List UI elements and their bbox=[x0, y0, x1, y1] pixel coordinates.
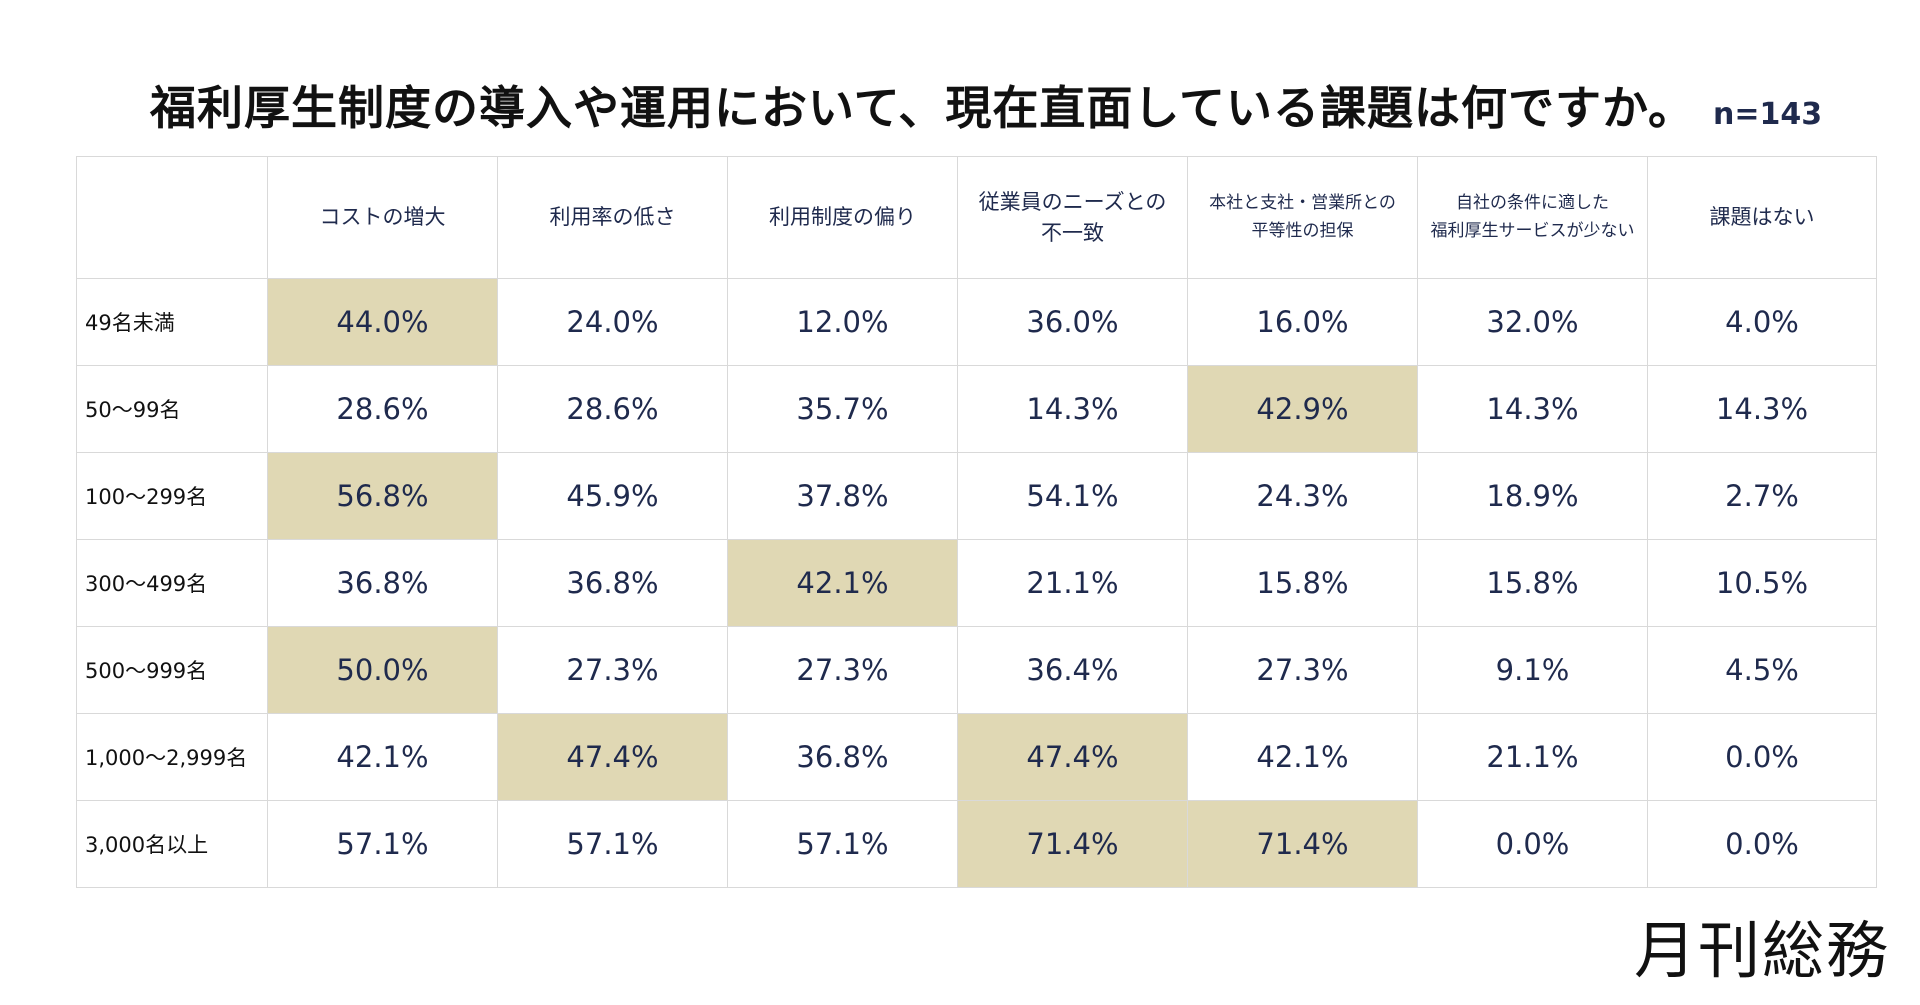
column-header: 利用率の低さ bbox=[497, 156, 728, 279]
value-cell: 28.6% bbox=[267, 365, 498, 453]
value-cell: 32.0% bbox=[1417, 278, 1648, 366]
table-row: 49名未満 44.0% 24.0% 12.0% 36.0% 16.0% 32.0% 4.0% bbox=[76, 278, 1877, 366]
publication-logo: 月刊総務 bbox=[1633, 914, 1890, 987]
value-cell: 21.1% bbox=[1417, 713, 1648, 801]
column-header: 利用制度の偏り bbox=[727, 156, 958, 279]
value-cell: 36.8% bbox=[267, 539, 498, 627]
column-header-line: 課題はない bbox=[1709, 205, 1815, 230]
column-header: 従業員のニーズとの 不一致 bbox=[957, 156, 1188, 279]
chart-title-row: 福利厚生制度の導入や運用において、現在直面している課題は何ですか。 n=143 bbox=[150, 72, 1850, 136]
row-label: 500～999名 bbox=[76, 626, 268, 714]
table-row: 3,000名以上 57.1% 57.1% 57.1% 71.4% 71.4% 0.0% 0.0… bbox=[76, 800, 1877, 888]
column-header-line: 福利厚生サービスが少ない bbox=[1430, 220, 1635, 241]
column-header-line: 本社と支社・営業所との bbox=[1209, 193, 1396, 214]
column-header: 自社の条件に適した 福利厚生サービスが少ない bbox=[1417, 156, 1648, 279]
value-cell: 47.4% bbox=[957, 713, 1188, 801]
table-row: 300～499名 36.8% 36.8% 42.1% 21.1% 15.8% 15.8% 10… bbox=[76, 539, 1877, 627]
corner-cell bbox=[76, 156, 268, 279]
value-cell: 42.1% bbox=[1187, 713, 1418, 801]
value-cell: 0.0% bbox=[1417, 800, 1648, 888]
value-cell: 0.0% bbox=[1647, 800, 1877, 888]
column-header-line: 従業員のニーズとの bbox=[978, 190, 1167, 215]
value-cell: 14.3% bbox=[957, 365, 1188, 453]
value-cell: 27.3% bbox=[1187, 626, 1418, 714]
value-cell: 4.5% bbox=[1647, 626, 1877, 714]
value-cell: 0.0% bbox=[1647, 713, 1877, 801]
value-cell: 57.1% bbox=[727, 800, 958, 888]
value-cell: 37.8% bbox=[727, 452, 958, 540]
value-cell: 10.5% bbox=[1647, 539, 1877, 627]
chart-title: 福利厚生制度の導入や運用において、現在直面している課題は何ですか。 bbox=[150, 81, 1696, 135]
row-label: 3,000名以上 bbox=[76, 800, 268, 888]
column-header-line: コストの増大 bbox=[319, 205, 446, 230]
value-cell: 36.0% bbox=[957, 278, 1188, 366]
value-cell: 71.4% bbox=[957, 800, 1188, 888]
value-cell: 18.9% bbox=[1417, 452, 1648, 540]
row-label: 49名未満 bbox=[76, 278, 268, 366]
value-cell: 56.8% bbox=[267, 452, 498, 540]
value-cell: 21.1% bbox=[957, 539, 1188, 627]
value-cell: 27.3% bbox=[727, 626, 958, 714]
value-cell: 27.3% bbox=[497, 626, 728, 714]
value-cell: 54.1% bbox=[957, 452, 1188, 540]
value-cell: 14.3% bbox=[1417, 365, 1648, 453]
value-cell: 42.9% bbox=[1187, 365, 1418, 453]
results-table: コストの増大 利用率の低さ 利用制度の偏り 従業員のニーズとの 不一致 本社と支… bbox=[76, 156, 1877, 888]
value-cell: 35.7% bbox=[727, 365, 958, 453]
header-row: コストの増大 利用率の低さ 利用制度の偏り 従業員のニーズとの 不一致 本社と支… bbox=[76, 156, 1877, 279]
column-header: 本社と支社・営業所との 平等性の担保 bbox=[1187, 156, 1418, 279]
value-cell: 28.6% bbox=[497, 365, 728, 453]
column-header-line: 自社の条件に適した bbox=[1456, 193, 1609, 214]
value-cell: 15.8% bbox=[1187, 539, 1418, 627]
column-header: コストの増大 bbox=[267, 156, 498, 279]
table-body: 49名未満 44.0% 24.0% 12.0% 36.0% 16.0% 32.0% 4.0% 5… bbox=[76, 278, 1877, 888]
value-cell: 14.3% bbox=[1647, 365, 1877, 453]
sample-size: n=143 bbox=[1713, 97, 1823, 132]
value-cell: 2.7% bbox=[1647, 452, 1877, 540]
value-cell: 36.8% bbox=[497, 539, 728, 627]
column-header-line: 利用率の低さ bbox=[549, 205, 676, 230]
table-row: 500～999名 50.0% 27.3% 27.3% 36.4% 27.3% 9.1% 4.5… bbox=[76, 626, 1877, 714]
value-cell: 9.1% bbox=[1417, 626, 1648, 714]
value-cell: 24.0% bbox=[497, 278, 728, 366]
row-label: 50～99名 bbox=[76, 365, 268, 453]
column-header-line: 利用制度の偏り bbox=[769, 205, 916, 230]
row-label: 1,000～2,999名 bbox=[76, 713, 268, 801]
column-header-line: 不一致 bbox=[1041, 220, 1104, 245]
value-cell: 57.1% bbox=[267, 800, 498, 888]
table-row: 100～299名 56.8% 45.9% 37.8% 54.1% 24.3% 18.9% 2.… bbox=[76, 452, 1877, 540]
value-cell: 36.4% bbox=[957, 626, 1188, 714]
value-cell: 24.3% bbox=[1187, 452, 1418, 540]
value-cell: 36.8% bbox=[727, 713, 958, 801]
value-cell: 42.1% bbox=[267, 713, 498, 801]
value-cell: 50.0% bbox=[267, 626, 498, 714]
row-label: 100～299名 bbox=[76, 452, 268, 540]
value-cell: 15.8% bbox=[1417, 539, 1648, 627]
value-cell: 47.4% bbox=[497, 713, 728, 801]
value-cell: 71.4% bbox=[1187, 800, 1418, 888]
table-row: 1,000～2,999名 42.1% 47.4% 36.8% 47.4% 42.1% 21.… bbox=[76, 713, 1877, 801]
value-cell: 44.0% bbox=[267, 278, 498, 366]
row-label: 300～499名 bbox=[76, 539, 268, 627]
table-row: 50～99名 28.6% 28.6% 35.7% 14.3% 42.9% 14.3% 14.3… bbox=[76, 365, 1877, 453]
value-cell: 57.1% bbox=[497, 800, 728, 888]
column-header-line: 平等性の担保 bbox=[1251, 220, 1354, 241]
value-cell: 45.9% bbox=[497, 452, 728, 540]
value-cell: 42.1% bbox=[727, 539, 958, 627]
column-header: 課題はない bbox=[1647, 156, 1877, 279]
value-cell: 16.0% bbox=[1187, 278, 1418, 366]
value-cell: 12.0% bbox=[727, 278, 958, 366]
value-cell: 4.0% bbox=[1647, 278, 1877, 366]
